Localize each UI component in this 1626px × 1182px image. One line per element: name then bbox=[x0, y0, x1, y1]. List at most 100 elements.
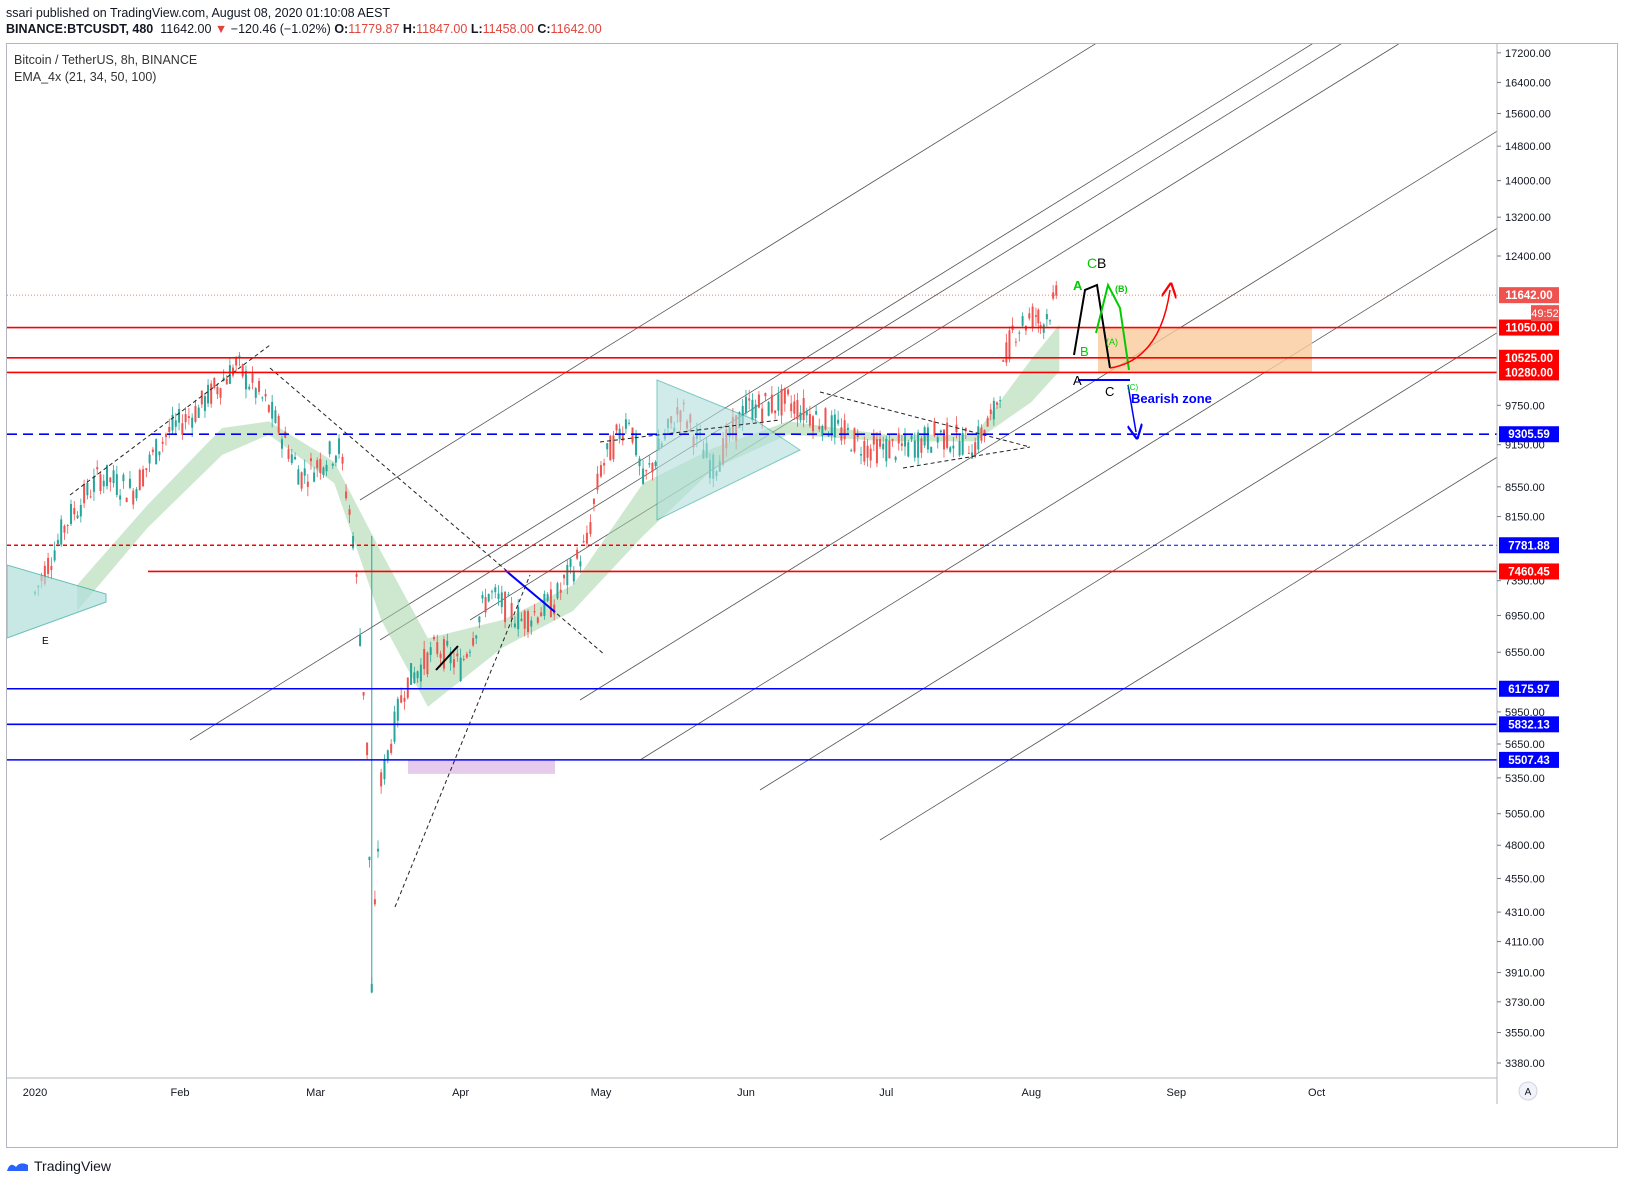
y-tick-label: 4800.00 bbox=[1505, 840, 1545, 852]
y-tick-label: 14000.00 bbox=[1505, 176, 1551, 188]
y-tick-label: 6550.00 bbox=[1505, 647, 1545, 659]
candle-body-down bbox=[306, 481, 309, 487]
candle-body-down bbox=[856, 433, 859, 437]
candle-body-down bbox=[319, 458, 322, 474]
candle-body-up bbox=[907, 442, 910, 457]
candle-body-up bbox=[280, 439, 283, 449]
candle-body-down bbox=[540, 612, 543, 617]
indicator-legend: EMA_4x (21, 34, 50, 100) bbox=[14, 70, 157, 84]
price-label-box bbox=[1499, 563, 1559, 580]
candle-body-down bbox=[50, 566, 53, 570]
candle-body-down bbox=[210, 383, 213, 404]
candle-body-up bbox=[744, 396, 747, 414]
candle-body-down bbox=[869, 448, 872, 461]
candle-body-up bbox=[303, 468, 306, 476]
candle-body-down bbox=[219, 388, 222, 398]
candle-body-up bbox=[248, 386, 251, 390]
candle-body-down bbox=[277, 416, 280, 433]
candle-body-down bbox=[403, 697, 406, 702]
candle-body-up bbox=[923, 427, 926, 446]
candle-body-up bbox=[102, 480, 105, 487]
candle-body-down bbox=[184, 414, 187, 423]
candle-body-up bbox=[191, 417, 194, 428]
y-tick-label: 3910.00 bbox=[1505, 968, 1545, 980]
price-label-box bbox=[1499, 716, 1559, 733]
candle-body-up bbox=[328, 441, 331, 455]
tradingview-footer: TradingView bbox=[6, 1158, 111, 1174]
candle-body-down bbox=[1014, 341, 1017, 343]
candle-body-up bbox=[297, 469, 300, 485]
candle-body-up bbox=[654, 461, 657, 466]
candle-body-up bbox=[334, 455, 337, 463]
candle-body-up bbox=[313, 472, 316, 482]
candle-body-up bbox=[416, 671, 419, 679]
candle-body-down bbox=[1005, 342, 1008, 363]
wave-label-b: B bbox=[1097, 255, 1106, 271]
candle-body-up bbox=[992, 400, 995, 420]
candle-body-up bbox=[294, 456, 297, 460]
candle-body-up bbox=[429, 647, 432, 655]
candle-body-down bbox=[264, 393, 267, 397]
candle-body-up bbox=[377, 848, 380, 852]
candle-body-up bbox=[396, 698, 399, 721]
candle-body-down bbox=[983, 429, 986, 437]
candle-body-down bbox=[875, 439, 878, 464]
open-value: 11779.87 bbox=[348, 22, 400, 36]
candle-body-down bbox=[132, 490, 135, 505]
candle-body-down bbox=[609, 435, 612, 461]
candle-body-down bbox=[47, 557, 50, 574]
candle-body-up bbox=[1042, 324, 1045, 333]
candle-body-down bbox=[213, 377, 216, 388]
y-tick-label: 12400.00 bbox=[1505, 251, 1551, 263]
x-tick-label: Feb bbox=[171, 1087, 190, 1099]
candle-body-down bbox=[942, 429, 945, 450]
candle-body-down bbox=[1039, 325, 1042, 329]
price-label: 6175.97 bbox=[1508, 684, 1550, 696]
candle-body-down bbox=[194, 406, 197, 422]
y-tick-label: 4110.00 bbox=[1505, 937, 1544, 949]
candle-body-up bbox=[546, 594, 549, 601]
candle-body-up bbox=[155, 439, 158, 465]
candle-body-up bbox=[566, 564, 569, 586]
candle-body-down bbox=[812, 416, 815, 432]
candle-body-up bbox=[475, 635, 478, 639]
x-tick-label: Jul bbox=[879, 1087, 893, 1099]
y-tick-label: 4310.00 bbox=[1505, 907, 1545, 919]
candle-body-down bbox=[309, 458, 312, 462]
candle-body-up bbox=[128, 478, 131, 488]
candle-body-down bbox=[790, 403, 793, 412]
candle-body-down bbox=[125, 497, 128, 503]
y-tick-label: 16400.00 bbox=[1505, 77, 1551, 89]
candle-body-down bbox=[373, 899, 376, 905]
candle-body-up bbox=[481, 595, 484, 599]
candle-body-down bbox=[472, 638, 475, 646]
candle-body-down bbox=[783, 387, 786, 404]
candle-body-down bbox=[241, 364, 244, 377]
candle-body-up bbox=[135, 489, 138, 499]
y-tick-label: 5650.00 bbox=[1505, 739, 1545, 751]
channel-line bbox=[639, 227, 1497, 761]
candle-body-up bbox=[331, 463, 334, 466]
candle-body-down bbox=[536, 617, 539, 623]
candle-body-down bbox=[484, 597, 487, 613]
bearish-zone-label: Bearish zone bbox=[1131, 391, 1212, 406]
candle-body-up bbox=[174, 420, 177, 427]
candle-body-down bbox=[89, 496, 92, 498]
bearish-arrow bbox=[1127, 384, 1136, 432]
candle-body-down bbox=[818, 426, 821, 430]
candle-body-down bbox=[225, 378, 228, 385]
candle-body-down bbox=[527, 611, 529, 632]
symbol-ohlc-line: BINANCE:BTCUSDT, 480 11642.00 ▼ −120.46 … bbox=[6, 22, 602, 36]
candle-body-down bbox=[974, 442, 977, 456]
down-arrow-icon: ▼ bbox=[214, 22, 228, 36]
orange-zone bbox=[1098, 327, 1312, 373]
candle-body-up bbox=[325, 464, 328, 472]
candle-body-up bbox=[178, 408, 181, 423]
x-tick-label: Aug bbox=[1022, 1087, 1042, 1099]
price-label-box bbox=[1499, 426, 1559, 443]
tradingview-logo-icon bbox=[7, 1163, 28, 1171]
candle-body-up bbox=[936, 437, 939, 443]
candle-body-up bbox=[158, 451, 161, 456]
candle-body-up bbox=[520, 618, 523, 621]
